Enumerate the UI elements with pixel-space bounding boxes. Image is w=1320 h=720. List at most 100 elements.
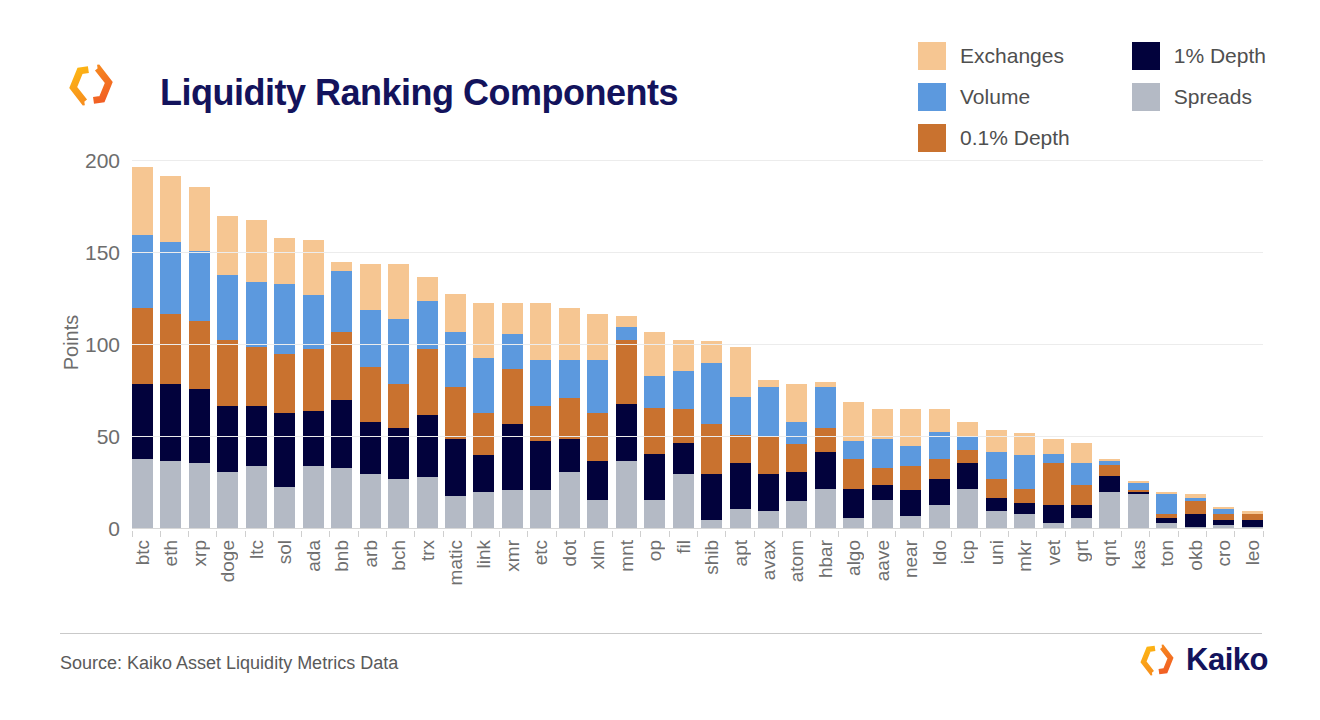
bar-xrp-segment-0-1-depth	[189, 321, 210, 389]
y-tick-label-0: 0	[50, 517, 120, 541]
x-label-cell-aave: aave	[872, 540, 893, 630]
x-tick	[273, 531, 274, 537]
bar-aave-segment-volume	[872, 439, 893, 468]
x-tick	[612, 531, 613, 537]
legend-item-exchanges: Exchanges	[918, 42, 1070, 70]
x-label-cell-icp: icp	[957, 540, 978, 630]
bar-algo-segment-1-depth	[843, 489, 864, 518]
bar-hbar-segment-spreads	[815, 489, 836, 529]
bar-btc-segment-1-depth	[132, 384, 153, 459]
legend-swatch-1-depth	[1132, 42, 1160, 70]
y-tick-label-200: 200	[50, 149, 120, 173]
bar-fil	[673, 340, 694, 529]
bar-link-segment-1-depth	[473, 455, 494, 492]
bar-etc-segment-exchanges	[530, 303, 551, 360]
bar-hbar-segment-1-depth	[815, 452, 836, 489]
bar-ada-segment-spreads	[303, 466, 324, 529]
x-label-cell-avax: avax	[758, 540, 779, 630]
bar-atom-segment-volume	[786, 422, 807, 444]
x-axis-label: xlm	[588, 540, 607, 570]
legend-swatch-volume	[918, 83, 946, 111]
x-tick	[584, 531, 585, 537]
x-axis-label: atom	[787, 540, 806, 582]
x-tick	[386, 531, 387, 537]
bar-xmr-segment-exchanges	[502, 303, 523, 334]
x-labels: btcethxrpdogeltcsoladabnbarbbchtrxmaticl…	[132, 540, 1263, 630]
x-axis-label: shib	[702, 540, 721, 575]
bars	[132, 161, 1263, 529]
x-label-cell-btc: btc	[132, 540, 153, 630]
bar-etc	[530, 303, 551, 529]
x-axis-label: mnt	[617, 540, 636, 572]
bar-apt-segment-volume	[730, 397, 751, 436]
bar-apt-segment-0-1-depth	[730, 435, 751, 463]
bar-link-segment-volume	[473, 358, 494, 413]
bar-matic-segment-1-depth	[445, 439, 466, 496]
x-tick	[754, 531, 755, 537]
bar-apt-segment-exchanges	[730, 347, 751, 397]
bar-xmr-segment-volume	[502, 334, 523, 369]
bar-xlm	[587, 314, 608, 529]
bar-fil-segment-volume	[673, 371, 694, 410]
gridline-150	[132, 252, 1263, 253]
bar-uni-segment-exchanges	[986, 430, 1007, 452]
x-label-cell-cro: cro	[1213, 540, 1234, 630]
bar-aave	[872, 409, 893, 529]
x-tick	[414, 531, 415, 537]
x-label-cell-mkr: mkr	[1014, 540, 1035, 630]
bar-ada-segment-0-1-depth	[303, 349, 324, 412]
x-label-cell-ton: ton	[1156, 540, 1177, 630]
bar-kas-segment-spreads	[1128, 494, 1149, 529]
legend-swatch-exchanges	[918, 42, 946, 70]
bar-trx-segment-spreads	[417, 477, 438, 529]
x-tick	[669, 531, 670, 537]
bar-leo	[1242, 511, 1263, 529]
x-tick	[980, 531, 981, 537]
bar-doge-segment-spreads	[217, 472, 238, 529]
legend-swatch-0-1-depth	[918, 124, 946, 152]
x-axis-line	[132, 528, 1263, 529]
bar-aave-segment-1-depth	[872, 485, 893, 500]
bar-xrp-segment-1-depth	[189, 389, 210, 463]
bar-trx-segment-exchanges	[417, 277, 438, 301]
bar-icp-segment-volume	[957, 437, 978, 450]
bar-doge-segment-0-1-depth	[217, 340, 238, 406]
legend-label: 1% Depth	[1174, 44, 1266, 68]
bar-btc-segment-exchanges	[132, 167, 153, 235]
x-tick	[867, 531, 868, 537]
x-axis-label: mkr	[1015, 540, 1034, 572]
bar-dot-segment-volume	[559, 360, 580, 399]
bar-ltc-segment-0-1-depth	[246, 347, 267, 406]
bar-trx-segment-0-1-depth	[417, 349, 438, 415]
x-label-cell-vet: vet	[1043, 540, 1064, 630]
bar-grt	[1071, 443, 1092, 529]
x-label-cell-kas: kas	[1128, 540, 1149, 630]
x-axis-label: kas	[1129, 540, 1148, 570]
source-text: Source: Kaiko Asset Liquidity Metrics Da…	[60, 653, 398, 674]
bar-near-segment-1-depth	[900, 490, 921, 516]
bar-op-segment-0-1-depth	[644, 408, 665, 454]
x-axis-label: ldo	[930, 540, 949, 565]
bar-mkr-segment-spreads	[1014, 514, 1035, 529]
bar-grt-segment-1-depth	[1071, 505, 1092, 518]
x-label-cell-mnt: mnt	[616, 540, 637, 630]
bar-mnt-segment-1-depth	[616, 404, 637, 461]
x-tick	[1149, 531, 1150, 537]
bar-mkr	[1014, 433, 1035, 529]
bar-apt-segment-spreads	[730, 509, 751, 529]
bar-uni	[986, 430, 1007, 529]
x-tick	[556, 531, 557, 537]
x-tick	[1036, 531, 1037, 537]
legend-item-volume: Volume	[918, 83, 1070, 111]
bar-icp-segment-0-1-depth	[957, 450, 978, 463]
bar-avax	[758, 380, 779, 529]
bar-bch-segment-exchanges	[388, 264, 409, 319]
x-axis-label: xmr	[503, 540, 522, 572]
bar-btc-segment-spreads	[132, 459, 153, 529]
bar-xlm-segment-1-depth	[587, 461, 608, 500]
x-axis-label: sol	[275, 540, 294, 564]
x-label-cell-okb: okb	[1185, 540, 1206, 630]
bar-mnt-segment-0-1-depth	[616, 340, 637, 404]
bar-algo-segment-exchanges	[843, 402, 864, 441]
bar-grt-segment-volume	[1071, 463, 1092, 485]
